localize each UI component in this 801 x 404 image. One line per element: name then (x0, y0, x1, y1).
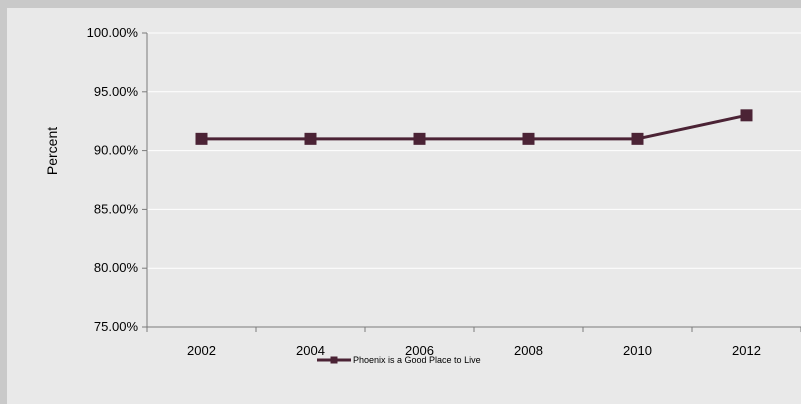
x-tick-labels: 2002 2004 2006 2008 2010 2012 (187, 343, 761, 358)
data-point-marker (631, 132, 644, 145)
y-tick-label: 75.00% (94, 319, 139, 334)
y-tick-label: 80.00% (94, 260, 139, 275)
series-line (201, 113, 747, 141)
x-tick-label: 2004 (296, 343, 325, 358)
x-tick-label: 2002 (187, 343, 216, 358)
x-tick-label: 2012 (732, 343, 761, 358)
x-tick-label: 2006 (405, 343, 434, 358)
series-layer (195, 109, 753, 145)
y-tick-labels: 75.00% 80.00% 85.00% 90.00% 95.00% 100.00% (87, 25, 139, 334)
line-chart: 75.00% 80.00% 85.00% 90.00% 95.00% 100.00% 20… (44, 25, 801, 365)
data-point-marker (304, 132, 317, 145)
data-point-marker (522, 132, 535, 145)
legend-marker-swatch (330, 356, 338, 364)
y-tick-label: 90.00% (94, 143, 139, 158)
data-point-marker (413, 132, 426, 145)
y-tick-label: 100.00% (87, 25, 139, 40)
x-tick-label: 2010 (623, 343, 652, 358)
axes (142, 32, 801, 332)
gridlines (147, 32, 801, 269)
legend: Phoenix is a Good Place to Live (317, 355, 481, 365)
data-point-marker (740, 109, 753, 122)
x-tick-label: 2008 (514, 343, 543, 358)
chart-frame: 75.00% 80.00% 85.00% 90.00% 95.00% 100.00% 20… (7, 8, 801, 404)
data-point-marker (195, 132, 208, 145)
legend-label: Phoenix is a Good Place to Live (353, 355, 481, 365)
y-tick-label: 95.00% (94, 84, 139, 99)
y-tick-label: 85.00% (94, 201, 139, 216)
y-axis-title: Percent (44, 127, 60, 175)
